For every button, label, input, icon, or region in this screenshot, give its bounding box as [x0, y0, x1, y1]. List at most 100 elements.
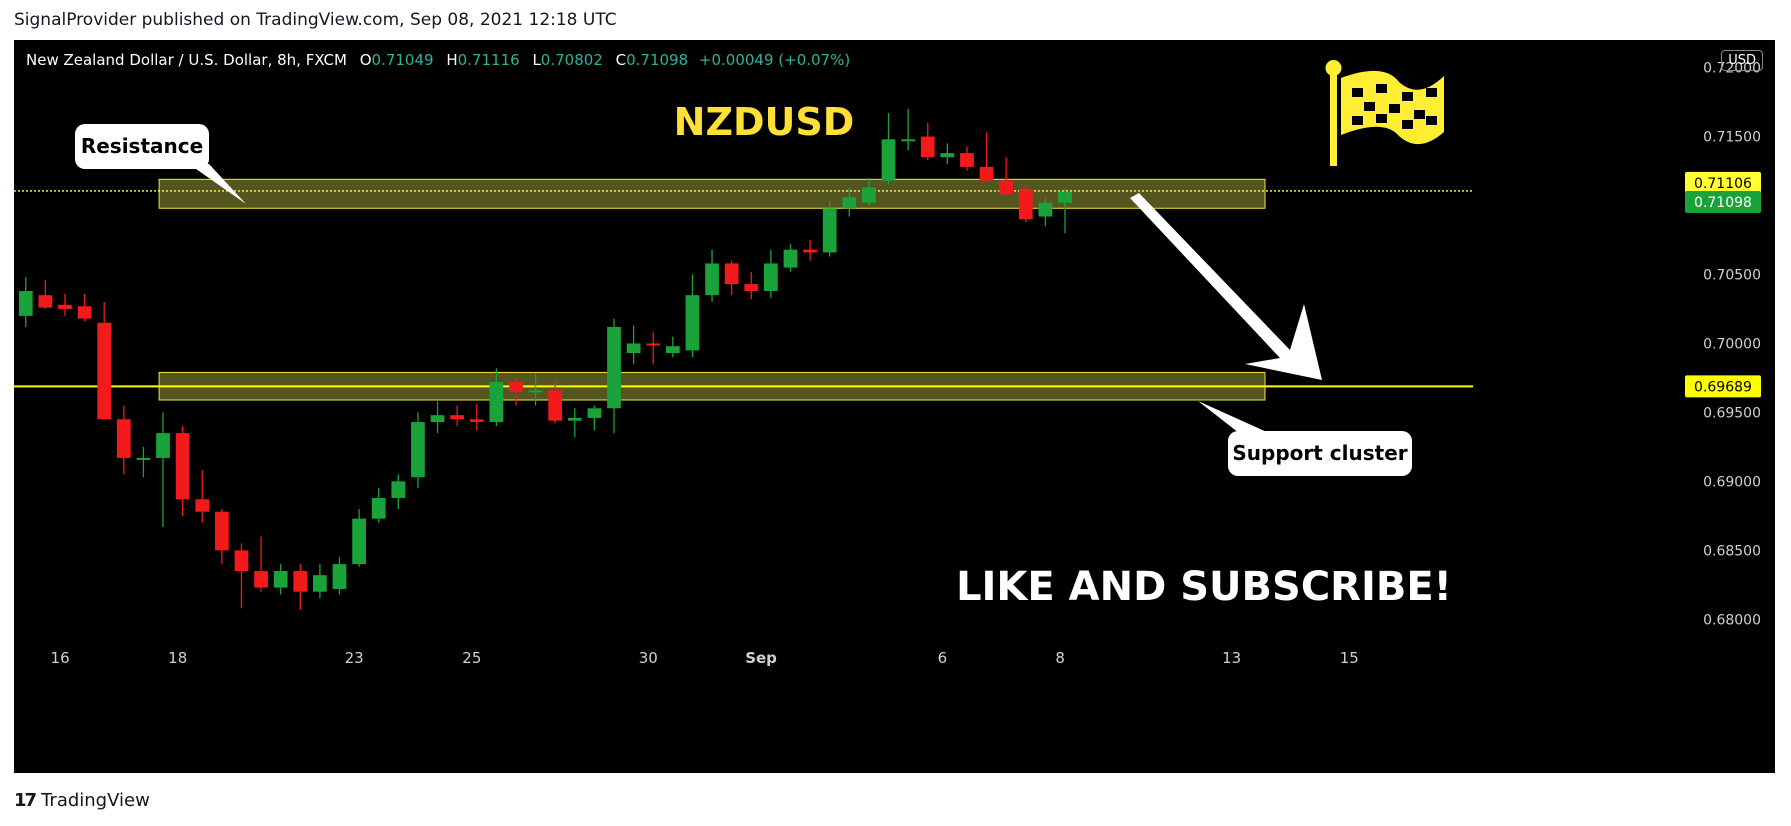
candle-body	[195, 499, 210, 512]
down-arrow-icon	[1130, 193, 1322, 380]
candle-body	[920, 136, 935, 158]
x-tick-label: 18	[168, 649, 187, 667]
subscribe-text: LIKE AND SUBSCRIBE!	[956, 564, 1452, 610]
candle-body	[38, 295, 53, 308]
candle-body	[999, 180, 1014, 195]
candle-body	[881, 139, 896, 181]
candle-body	[18, 291, 33, 316]
change-value: +0.00049 (+0.07%)	[698, 51, 851, 69]
symbol-info: New Zealand Dollar / U.S. Dollar, 8h, FX…	[26, 51, 850, 69]
candle-body	[685, 295, 700, 351]
candle-body	[430, 415, 445, 423]
x-tick-label: 30	[639, 649, 658, 667]
open-value: 0.71049	[371, 51, 434, 69]
candle-body	[1038, 202, 1053, 217]
price-tag	[1685, 191, 1761, 213]
candle-body	[646, 343, 661, 346]
candle-body	[744, 284, 759, 292]
chart-title: NZDUSD	[674, 100, 855, 144]
tradingview-logo-icon: 17	[14, 790, 37, 811]
support-callout-pointer	[1198, 401, 1269, 433]
resistance-callout-pointer	[189, 164, 246, 204]
low-value: 0.70802	[540, 51, 603, 69]
y-tick-label: 0.70000	[1703, 336, 1761, 352]
x-tick-label: 16	[51, 649, 70, 667]
candle-body	[979, 166, 994, 181]
published-header: SignalProvider published on TradingView.…	[14, 10, 617, 30]
low-label: L	[532, 51, 541, 69]
close-value: 0.71098	[626, 51, 689, 69]
x-tick-label: 23	[345, 649, 364, 667]
candle-body	[489, 382, 504, 423]
candle-body	[724, 263, 739, 285]
x-tick-label: 8	[1055, 649, 1065, 667]
candle-body	[548, 390, 563, 421]
candle-body	[450, 415, 465, 420]
candle-body	[822, 208, 837, 253]
candle-body	[842, 197, 857, 209]
resistance-label: Resistance	[81, 134, 203, 158]
candle-body	[136, 457, 151, 460]
x-tick-label: 13	[1222, 649, 1241, 667]
candle-body	[528, 390, 543, 393]
y-tick-label: 0.68000	[1703, 612, 1761, 628]
candle-body	[626, 343, 641, 354]
candle-body	[371, 497, 386, 519]
candle-body	[960, 153, 974, 167]
chart-frame[interactable]: 0.720000.715000.710000.705000.700000.695…	[14, 40, 1775, 773]
high-value: 0.71116	[457, 51, 520, 69]
candle-body	[665, 346, 680, 354]
symbol-name: New Zealand Dollar / U.S. Dollar, 8h, FX…	[26, 51, 347, 69]
support-label: Support cluster	[1232, 441, 1407, 465]
price-tag-label: 0.71098	[1694, 195, 1752, 211]
candle-body	[783, 249, 798, 268]
candle-body	[1018, 188, 1033, 220]
candle-body	[175, 433, 190, 500]
checkered-flag-icon	[1325, 60, 1444, 166]
y-tick-label: 0.70500	[1703, 267, 1761, 283]
candle-body	[587, 408, 602, 418]
close-label: C	[615, 51, 627, 69]
high-label: H	[446, 51, 458, 69]
candle-body	[705, 263, 719, 296]
candle-body	[352, 518, 366, 565]
price-tag-label: 0.71106	[1694, 176, 1752, 192]
x-tick-label: Sep	[745, 649, 777, 667]
y-tick-label: 0.72000	[1703, 61, 1761, 77]
candle-body	[156, 433, 170, 458]
candle-body	[254, 571, 268, 588]
resistance-callout-box	[75, 124, 209, 169]
price-tag-label: 0.69689	[1694, 379, 1752, 395]
currency-button[interactable]: USD	[1721, 50, 1763, 71]
y-tick-label: 0.69500	[1703, 405, 1761, 421]
x-tick-label: 6	[938, 649, 948, 667]
candle-body	[901, 139, 915, 142]
candle-body	[77, 306, 92, 319]
y-tick-label: 0.69000	[1703, 474, 1761, 490]
candle-body	[862, 187, 876, 203]
y-tick-label: 0.71500	[1703, 130, 1761, 146]
price-tag	[1685, 171, 1761, 194]
candle-body	[411, 422, 425, 478]
candle-body	[469, 419, 484, 423]
candle-body	[58, 304, 72, 309]
candle-body	[214, 511, 229, 551]
candle-body	[273, 571, 288, 588]
candle-body	[509, 382, 523, 392]
candle-body	[234, 550, 249, 572]
candle-body	[313, 575, 327, 592]
zone-box	[158, 178, 1266, 209]
candle-body	[803, 249, 817, 253]
open-label: O	[359, 51, 372, 69]
candle-body	[567, 417, 582, 421]
candle-body	[607, 326, 621, 409]
tradingview-logo[interactable]: 17 TradingView	[14, 790, 150, 811]
candlestick-chart[interactable]: 0.720000.715000.710000.705000.700000.695…	[14, 40, 1775, 773]
candle-body	[332, 564, 347, 589]
candle-body	[940, 153, 955, 158]
candle-body	[116, 419, 131, 458]
price-tag	[1685, 375, 1761, 398]
support-callout-box	[1228, 431, 1412, 476]
x-tick-label: 15	[1340, 649, 1359, 667]
x-tick-label: 25	[462, 649, 481, 667]
